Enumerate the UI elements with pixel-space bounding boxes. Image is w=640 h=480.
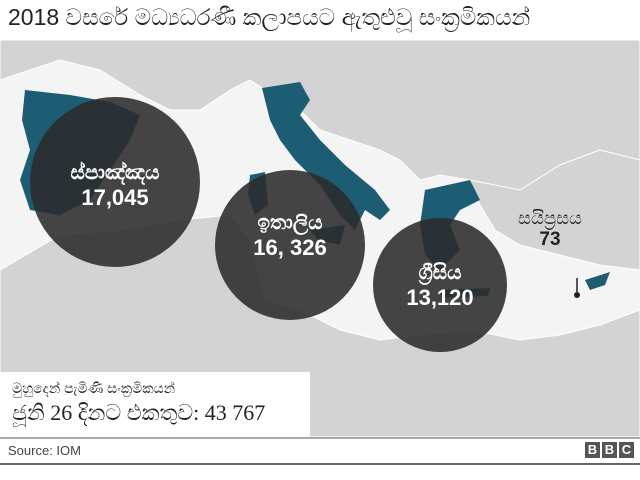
country-count: 13,120 <box>406 285 474 310</box>
country-name: ඉතාලිය <box>257 212 323 234</box>
bbc-logo-letter: B <box>585 442 600 458</box>
bbc-logo: B B C <box>585 442 634 458</box>
country-name: සයිප්‍රසය <box>518 208 582 228</box>
bbc-logo-letter: B <box>602 442 617 458</box>
total-info-box: මුහුදෙන් පැමිණි සංක්‍රමිකයන් ජූනි 26 දින… <box>0 372 310 437</box>
greece-bubble <box>373 218 507 352</box>
bbc-logo-letter: C <box>619 442 634 458</box>
footer: Source: IOM B B C <box>0 437 640 465</box>
country-count: 16, 326 <box>253 235 327 260</box>
country-count: 73 <box>539 229 561 250</box>
source-text: Source: IOM <box>8 443 81 458</box>
cyprus-dot <box>574 292 580 298</box>
greece-label: ග්‍රීසිය 13,120 <box>375 262 505 311</box>
country-count: 17,045 <box>81 185 149 210</box>
italy-label: ඉතාලිය 16, 326 <box>220 212 360 261</box>
country-italy <box>262 82 390 230</box>
info-subtitle: මුහුදෙන් පැමිණි සංක්‍රමිකයන් <box>12 380 176 396</box>
land-turkey <box>469 149 640 271</box>
map-title: 2018 වසරේ මධ්‍යධරණී කලාපයට ඇතුළුවූ සංක්‍… <box>8 4 531 30</box>
country-cyprus <box>585 272 610 290</box>
italy-bubble <box>215 170 365 320</box>
country-name: ස්පාඤ්ඤය <box>70 162 160 184</box>
cyprus-label: සයිප්‍රසය 73 <box>518 208 582 251</box>
spain-label: ස්පාඤ්ඤය 17,045 <box>40 162 190 211</box>
country-name: ග්‍රීසිය <box>418 262 462 284</box>
info-total: ජූනි 26 දිනට එකතුව: 43 767 <box>12 400 266 425</box>
spain-bubble <box>30 97 200 267</box>
